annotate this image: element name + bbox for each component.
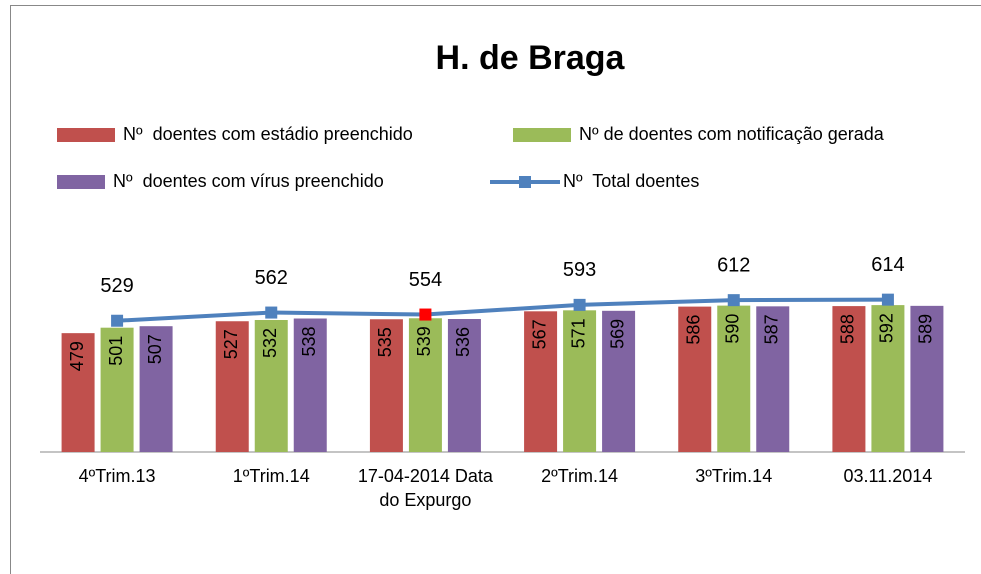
bar (524, 311, 558, 452)
legend-swatch (513, 128, 571, 142)
line-marker (573, 298, 586, 311)
bar (602, 310, 636, 452)
bar-value-label: 535 (375, 327, 395, 357)
bar-value-label: 586 (684, 315, 704, 345)
legend-label: Nº doentes com estádio preenchido (123, 124, 413, 144)
x-tick-label: 4ºTrim.13 (78, 466, 156, 486)
bar (100, 327, 134, 452)
bar (871, 305, 905, 452)
line-value-label: 554 (409, 269, 442, 291)
bar (678, 306, 712, 452)
bar (756, 306, 790, 452)
bar (717, 305, 751, 452)
x-tick-label: 17-04-2014 Data do Expurgo (357, 466, 493, 510)
line-marker (111, 314, 124, 327)
bar-value-label: 507 (145, 334, 165, 364)
bar-value-label: 589 (916, 314, 936, 344)
bar (61, 333, 95, 452)
line-value-label: 529 (100, 275, 133, 297)
legend-label: Nº Total doentes (563, 171, 699, 191)
line-marker (419, 308, 432, 321)
line-marker (727, 294, 740, 307)
legend-swatch (57, 128, 115, 142)
bar-value-label: 479 (67, 341, 87, 371)
x-tick-label: 3ºTrim.14 (695, 466, 773, 486)
x-tick-label: 1ºTrim.14 (232, 466, 310, 486)
legend-marker (519, 176, 531, 188)
bar-value-label: 501 (106, 336, 126, 366)
chart-title: H. de Braga (436, 39, 626, 77)
legend-label: Nº de doentes com notificação gerada (579, 124, 885, 144)
bar-value-label: 539 (414, 326, 434, 356)
bar-value-label: 590 (723, 314, 743, 344)
x-tick-label: 2ºTrim.14 (541, 466, 619, 486)
chart-border (10, 5, 981, 574)
bar-value-label: 538 (299, 327, 319, 357)
bar-value-label: 587 (762, 314, 782, 344)
bar-value-label: 527 (221, 329, 241, 359)
bar-value-label: 532 (260, 328, 280, 358)
bar (832, 306, 866, 452)
bar (563, 310, 597, 452)
bar (254, 319, 288, 452)
line-value-label: 612 (717, 254, 750, 276)
legend-label: Nº doentes com vírus preenchido (113, 171, 384, 191)
line-marker (265, 306, 278, 319)
line-value-label: 614 (871, 254, 904, 276)
bar (447, 319, 481, 452)
line-marker (881, 293, 894, 306)
line-value-label: 593 (563, 259, 596, 281)
bar (293, 318, 327, 452)
line (116, 297, 888, 323)
line-value-label: 562 (255, 267, 288, 289)
bar (369, 319, 403, 452)
bar (139, 326, 173, 452)
bar-value-label: 569 (607, 319, 627, 349)
legend-swatch (57, 175, 105, 189)
bar-value-label: 571 (568, 318, 588, 348)
bar (910, 305, 944, 452)
bar-value-label: 536 (453, 327, 473, 357)
bar-value-label: 567 (529, 319, 549, 349)
bar (215, 321, 249, 452)
x-tick-label: 03.11.2014 (843, 466, 933, 486)
bar (408, 318, 442, 452)
bar-value-label: 592 (877, 313, 897, 343)
bar-value-label: 588 (838, 314, 858, 344)
